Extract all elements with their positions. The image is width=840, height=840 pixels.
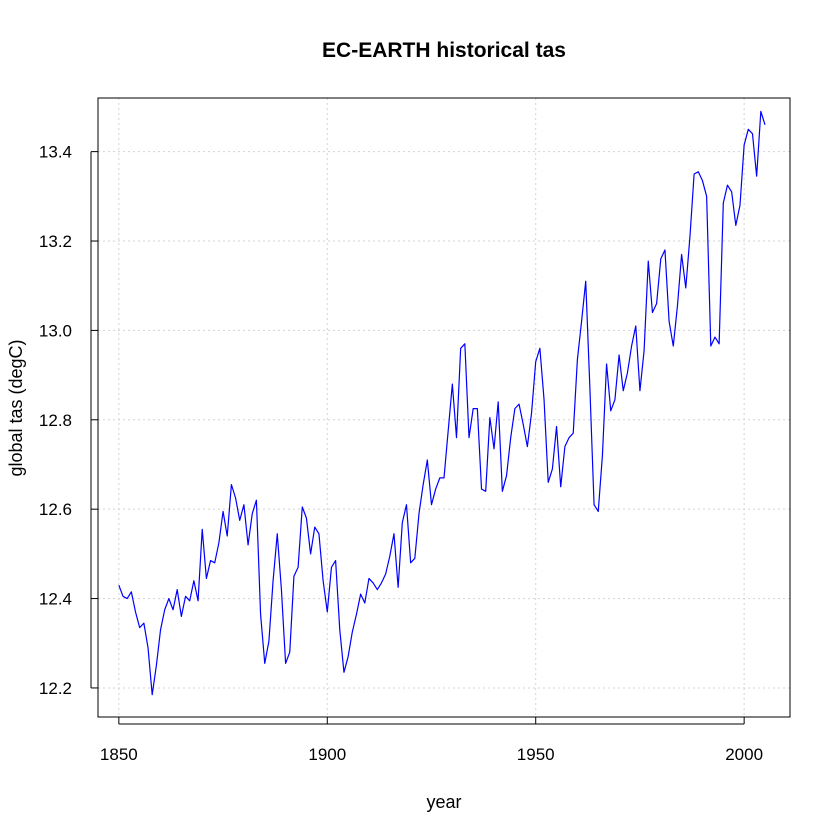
y-axis: 12.2 12.4 12.6 12.8 13.0 13.2 13.4 [39, 143, 98, 698]
x-tick-label: 2000 [725, 745, 763, 764]
y-tick-label: 13.0 [39, 321, 72, 340]
grid [98, 98, 790, 717]
x-axis: 1850 1900 1950 2000 [100, 717, 763, 764]
x-axis-label: year [426, 792, 461, 812]
y-tick-label: 13.2 [39, 232, 72, 251]
y-tick-label: 12.6 [39, 500, 72, 519]
x-tick-label: 1850 [100, 745, 138, 764]
x-tick-label: 1950 [517, 745, 555, 764]
y-axis-label: global tas (degC) [6, 339, 26, 476]
y-tick-label: 12.8 [39, 411, 72, 430]
y-tick-label: 13.4 [39, 143, 72, 162]
x-tick-label: 1900 [308, 745, 346, 764]
chart-title: EC-EARTH historical tas [322, 39, 566, 62]
y-tick-label: 12.2 [39, 679, 72, 698]
y-tick-label: 12.4 [39, 590, 72, 609]
series-line-tas [118, 110, 766, 696]
plot-frame [97, 97, 791, 718]
